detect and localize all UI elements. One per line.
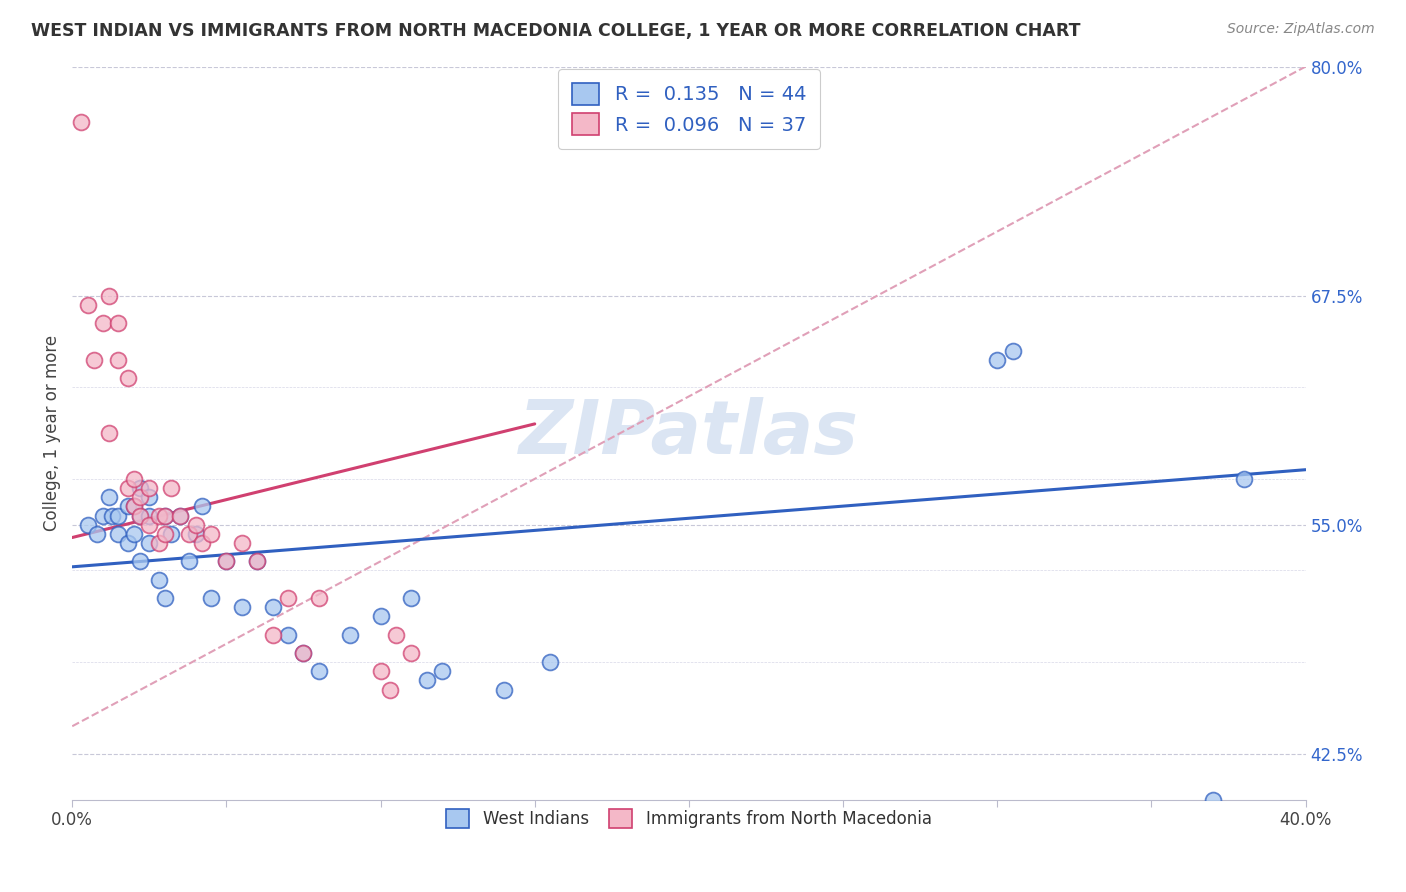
Point	[401, 646, 423, 660]
Point	[122, 500, 145, 514]
Point	[339, 627, 361, 641]
Point	[169, 508, 191, 523]
Y-axis label: College, 1 year or more: College, 1 year or more	[44, 335, 60, 531]
Legend: West Indians, Immigrants from North Macedonia: West Indians, Immigrants from North Mace…	[440, 803, 938, 835]
Point	[200, 526, 222, 541]
Point	[262, 627, 284, 641]
Text: WEST INDIAN VS IMMIGRANTS FROM NORTH MACEDONIA COLLEGE, 1 YEAR OR MORE CORRELATI: WEST INDIAN VS IMMIGRANTS FROM NORTH MAC…	[31, 22, 1080, 40]
Point	[179, 554, 201, 568]
Point	[231, 536, 253, 550]
Point	[277, 627, 299, 641]
Point	[91, 316, 114, 330]
Point	[492, 682, 515, 697]
Point	[129, 481, 152, 495]
Point	[538, 655, 561, 669]
Point	[1001, 343, 1024, 358]
Point	[401, 591, 423, 605]
Text: Source: ZipAtlas.com: Source: ZipAtlas.com	[1227, 22, 1375, 37]
Point	[153, 508, 176, 523]
Point	[138, 508, 160, 523]
Point	[107, 508, 129, 523]
Point	[179, 526, 201, 541]
Point	[292, 646, 315, 660]
Point	[129, 554, 152, 568]
Point	[138, 536, 160, 550]
Point	[184, 517, 207, 532]
Point	[246, 554, 269, 568]
Point	[370, 609, 392, 624]
Point	[107, 316, 129, 330]
Point	[385, 627, 408, 641]
Point	[86, 526, 108, 541]
Point	[1202, 792, 1225, 806]
Point	[378, 682, 401, 697]
Point	[107, 352, 129, 367]
Point	[1233, 472, 1256, 486]
Point	[416, 673, 439, 688]
Point	[153, 508, 176, 523]
Point	[129, 508, 152, 523]
Point	[122, 526, 145, 541]
Point	[117, 481, 139, 495]
Point	[76, 517, 98, 532]
Point	[215, 554, 238, 568]
Point	[160, 526, 183, 541]
Point	[101, 508, 124, 523]
Point	[122, 472, 145, 486]
Point	[292, 646, 315, 660]
Point	[308, 665, 330, 679]
Text: ZIPatlas: ZIPatlas	[519, 397, 859, 469]
Point	[98, 288, 121, 302]
Point	[107, 526, 129, 541]
Point	[153, 526, 176, 541]
Point	[277, 591, 299, 605]
Point	[117, 371, 139, 385]
Point	[122, 500, 145, 514]
Point	[138, 481, 160, 495]
Point	[91, 508, 114, 523]
Point	[184, 526, 207, 541]
Point	[98, 490, 121, 504]
Point	[169, 508, 191, 523]
Point	[98, 425, 121, 440]
Point	[231, 600, 253, 615]
Point	[190, 500, 212, 514]
Point	[117, 536, 139, 550]
Point	[129, 490, 152, 504]
Point	[117, 500, 139, 514]
Point	[148, 508, 170, 523]
Point	[262, 600, 284, 615]
Point	[153, 591, 176, 605]
Point	[246, 554, 269, 568]
Point	[76, 298, 98, 312]
Point	[148, 536, 170, 550]
Point	[148, 573, 170, 587]
Point	[308, 591, 330, 605]
Point	[160, 481, 183, 495]
Point	[370, 665, 392, 679]
Point	[190, 536, 212, 550]
Point	[200, 591, 222, 605]
Point	[138, 490, 160, 504]
Point	[129, 508, 152, 523]
Point	[986, 352, 1008, 367]
Point	[70, 114, 93, 128]
Point	[83, 352, 105, 367]
Point	[138, 517, 160, 532]
Point	[432, 665, 454, 679]
Point	[215, 554, 238, 568]
